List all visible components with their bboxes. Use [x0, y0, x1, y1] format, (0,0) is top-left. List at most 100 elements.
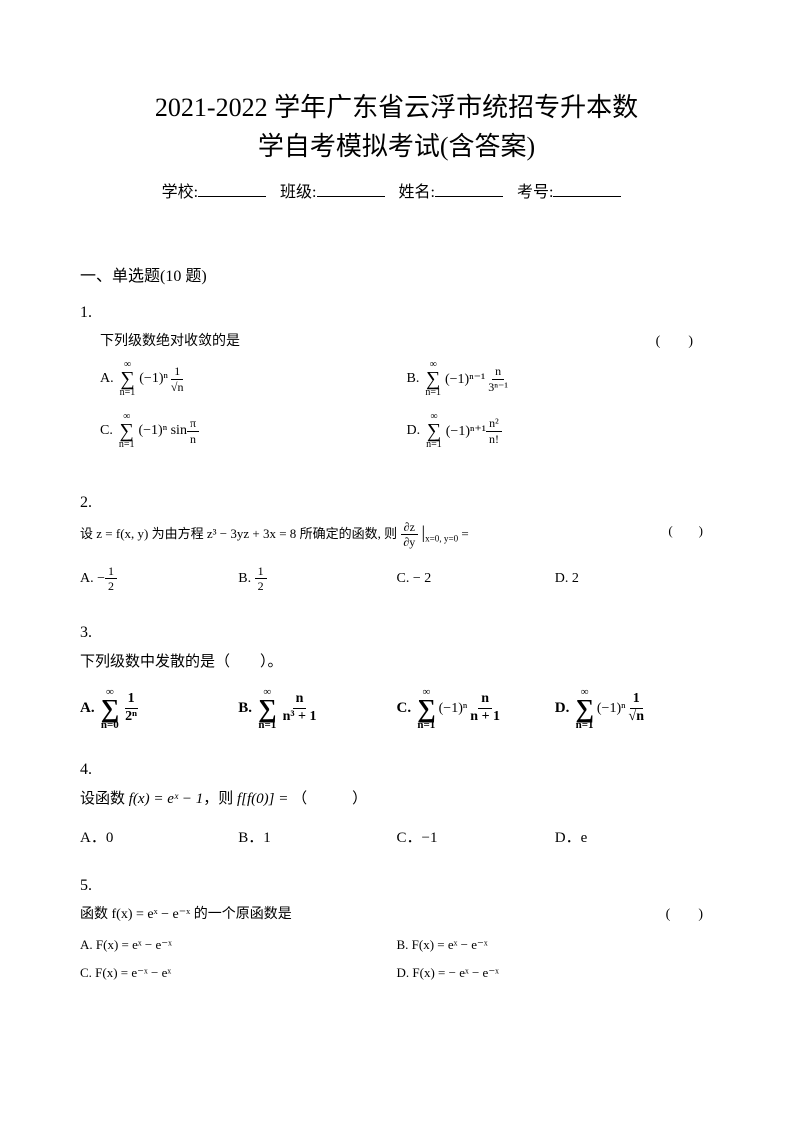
- q4-p3: （ ）: [292, 791, 367, 807]
- question-2: 2. 设 z = f(x, y) 为由方程 z³ − 3yz + 3x = 8 …: [80, 494, 713, 594]
- q3b-label: B.: [238, 700, 252, 717]
- q2-option-c: C. − 2: [397, 564, 555, 594]
- q1-option-a: A. ∞∑n=1 (−1)ⁿ 1√n: [100, 360, 407, 398]
- sigma-icon: ∞∑n=1: [258, 687, 277, 731]
- q5-options: A. F(x) = eˣ − e⁻ˣ B. F(x) = eˣ − e⁻ˣ C.…: [80, 937, 713, 993]
- q1-option-c: C. ∞∑n=1 (−1)ⁿ sin πn: [100, 412, 407, 450]
- q3-number: 3.: [80, 624, 713, 642]
- student-info-row: 学校: 班级: 姓名: 考号:: [80, 178, 713, 202]
- q2-cond: x=0, y=0: [425, 533, 458, 543]
- name-blank: [435, 181, 503, 197]
- q4-p1: 设函数: [80, 791, 129, 807]
- sigma-icon: ∞∑n=1: [575, 687, 594, 731]
- q1-option-d: D. ∞∑n=1 (−1)ⁿ⁺¹ n²n!: [407, 412, 714, 450]
- q5-option-d: D. F(x) = − eˣ − e⁻ˣ: [397, 965, 714, 981]
- q2-eq: =: [461, 526, 468, 541]
- q2b-label: B.: [238, 571, 251, 587]
- q2-p3: 所确定的函数, 则: [296, 526, 397, 541]
- sigma-icon: ∞∑n=1: [425, 360, 441, 398]
- q4-option-a: A．0: [80, 826, 238, 847]
- q3-option-b: B. ∞∑n=1 nn³ + 1: [238, 687, 396, 731]
- q2d-val: 2: [572, 571, 579, 587]
- q2b-frac: 12: [255, 564, 267, 594]
- q3c-pre: (−1)ⁿ: [439, 701, 468, 717]
- q5-math: f(x) = eˣ − e⁻ˣ: [112, 907, 191, 922]
- question-3: 3. 下列级数中发散的是（ ）。 A. ∞∑n=0 12ⁿ B. ∞∑n=1 n…: [80, 624, 713, 731]
- q5-p2: 的一个原函数是: [190, 907, 292, 922]
- sigma-icon: ∞∑n=1: [426, 412, 442, 450]
- exam-title: 2021-2022 学年广东省云浮市统招专升本数 学自考模拟考试(含答案): [80, 88, 713, 166]
- id-blank: [553, 181, 621, 197]
- school-label: 学校:: [162, 184, 198, 201]
- q5-paren: ( ): [666, 903, 703, 923]
- class-blank: [317, 181, 385, 197]
- q5-option-a: A. F(x) = eˣ − e⁻ˣ: [80, 937, 397, 953]
- q1-stem-text: 下列级数绝对收敛的是: [100, 334, 240, 349]
- q1b-frac: n3ⁿ⁻¹: [485, 364, 511, 394]
- q2d-label: D.: [555, 571, 569, 587]
- q2-p2: 为由方程: [148, 526, 207, 541]
- title-line-2: 学自考模拟考试(含答案): [80, 127, 713, 166]
- q5-number: 5.: [80, 877, 713, 895]
- title-line-1: 2021-2022 学年广东省云浮市统招专升本数: [80, 88, 713, 127]
- q5-p1: 函数: [80, 907, 112, 922]
- section-1-title: 一、单选题(10 题): [80, 262, 713, 286]
- q3c-label: C.: [397, 700, 412, 717]
- q3-option-a: A. ∞∑n=0 12ⁿ: [80, 687, 238, 731]
- q1b-pre: (−1)ⁿ⁻¹: [445, 371, 485, 388]
- q1b-label: B.: [407, 371, 420, 387]
- sigma-icon: ∞∑n=1: [120, 360, 136, 398]
- sigma-icon: ∞∑n=1: [417, 687, 436, 731]
- q4-number: 4.: [80, 761, 713, 779]
- q1-options: A. ∞∑n=1 (−1)ⁿ 1√n B. ∞∑n=1 (−1)ⁿ⁻¹ n3ⁿ⁻…: [100, 360, 713, 464]
- q2-m1: z = f(x, y): [96, 526, 148, 541]
- q4-option-d: D．e: [555, 826, 713, 847]
- q2-options: A. − 12 B. 12 C. − 2 D. 2: [80, 564, 713, 594]
- q4-options: A．0 B．1 C．−1 D．e: [80, 826, 713, 847]
- q1-stem: 下列级数绝对收敛的是 ( ): [100, 330, 713, 350]
- q3a-frac: 12ⁿ: [122, 691, 140, 726]
- q2-stem: 设 z = f(x, y) 为由方程 z³ − 3yz + 3x = 8 所确定…: [80, 520, 713, 550]
- question-5: 5. 函数 f(x) = eˣ − e⁻ˣ 的一个原函数是 ( ) A. F(x…: [80, 877, 713, 993]
- q1-paren: ( ): [656, 330, 693, 350]
- q2-option-b: B. 12: [238, 564, 396, 594]
- q1a-frac: 1√n: [168, 364, 187, 394]
- q1a-pre: (−1)ⁿ: [139, 371, 168, 387]
- q4-m2: f[f(0)] =: [237, 791, 292, 807]
- q3d-pre: (−1)ⁿ: [597, 701, 626, 717]
- q3d-label: D.: [555, 700, 570, 717]
- q2-partial: ∂z∂y: [400, 520, 418, 550]
- question-4: 4. 设函数 f(x) = eˣ − 1，则 f[f(0)] = （ ） A．0…: [80, 761, 713, 847]
- q2-option-d: D. 2: [555, 564, 713, 594]
- q2c-label: C.: [397, 571, 410, 587]
- q2-option-a: A. − 12: [80, 564, 238, 594]
- q1a-label: A.: [100, 371, 114, 387]
- q3-option-d: D. ∞∑n=1 (−1)ⁿ 1√n: [555, 687, 713, 731]
- id-label: 考号:: [517, 184, 553, 201]
- q4-p2: ，则: [203, 791, 237, 807]
- q2a-sign: −: [97, 571, 105, 587]
- sigma-icon: ∞∑n=1: [119, 412, 135, 450]
- q5-option-c: C. F(x) = e⁻ˣ − eˣ: [80, 965, 397, 981]
- q4-option-c: C．−1: [397, 826, 555, 847]
- q2a-label: A.: [80, 571, 94, 587]
- q3c-frac: nn + 1: [467, 691, 503, 726]
- q2-paren: ( ): [668, 520, 703, 539]
- q1d-label: D.: [407, 423, 421, 439]
- q2-number: 2.: [80, 494, 713, 512]
- q4-option-b: B．1: [238, 826, 396, 847]
- q2a-frac: 12: [105, 564, 117, 594]
- school-blank: [198, 181, 266, 197]
- q3b-frac: nn³ + 1: [280, 691, 320, 726]
- q1-number: 1.: [80, 304, 713, 322]
- q3-option-c: C. ∞∑n=1 (−1)ⁿ nn + 1: [397, 687, 555, 731]
- q3-options: A. ∞∑n=0 12ⁿ B. ∞∑n=1 nn³ + 1 C. ∞∑n=1 (…: [80, 687, 713, 731]
- q3-stem: 下列级数中发散的是（ ）。: [80, 650, 713, 671]
- q4-stem: 设函数 f(x) = eˣ − 1，则 f[f(0)] = （ ）: [80, 787, 713, 808]
- q2-m2: z³ − 3yz + 3x = 8: [207, 526, 296, 541]
- q2c-val: − 2: [413, 571, 431, 587]
- q4-m1: f(x) = eˣ − 1: [129, 791, 203, 807]
- q1d-frac: n²n!: [486, 416, 502, 446]
- q1-option-b: B. ∞∑n=1 (−1)ⁿ⁻¹ n3ⁿ⁻¹: [407, 360, 714, 398]
- class-label: 班级:: [280, 184, 316, 201]
